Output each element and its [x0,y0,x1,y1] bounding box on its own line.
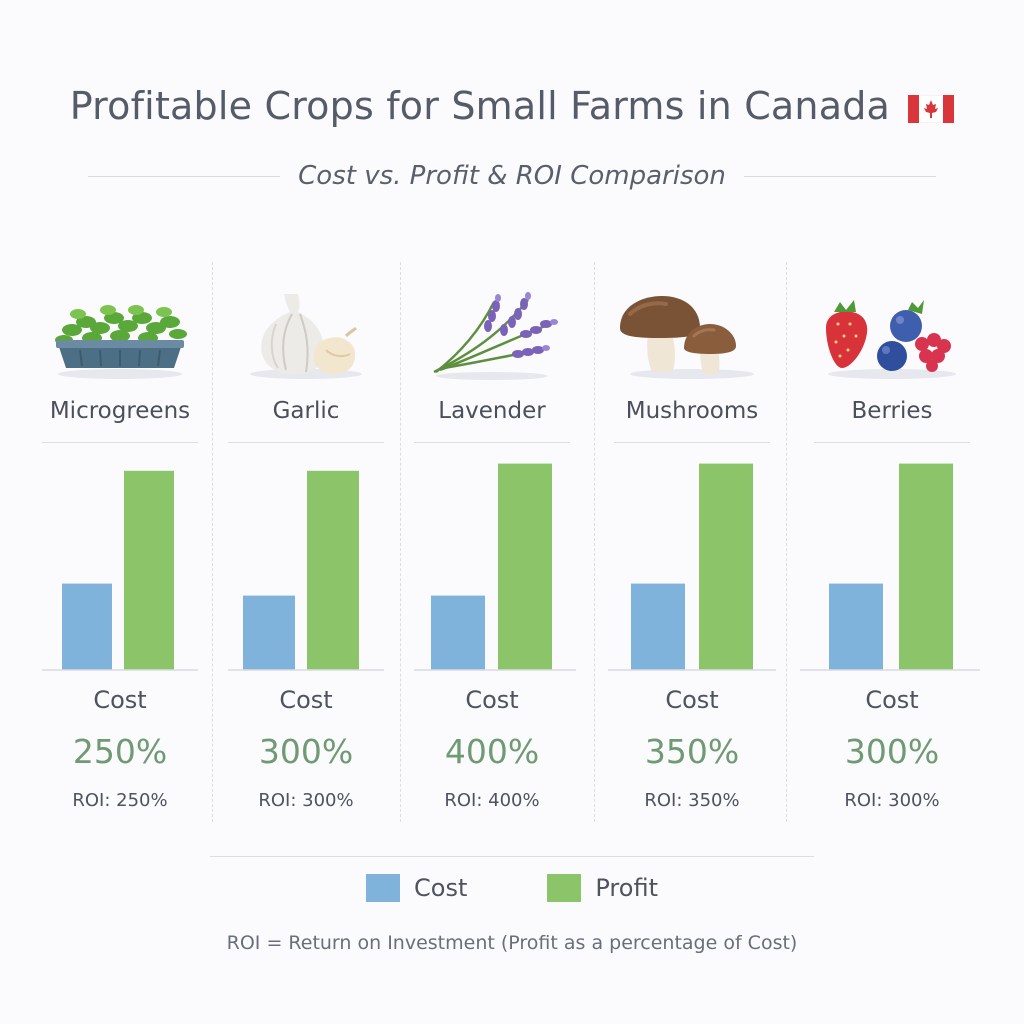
bar-caption: Cost [93,686,147,714]
crop-column-garlic: Garlic Cost 300% ROI: 300% [214,270,398,830]
subtitle-row: Cost vs. Profit & ROI Comparison [88,156,937,196]
chart-subtitle: Cost vs. Profit & ROI Comparison [298,161,726,191]
roi-label: ROI: 250% [72,790,168,811]
mushrooms-icon [620,296,754,379]
garlic-icon [250,294,362,379]
crop-column-lavender: Lavender Cost 400% ROI: 400% [400,270,584,830]
crop-name: Lavender [438,398,546,424]
bar-caption: Cost [465,686,519,714]
roi-value: 250% [72,732,168,771]
chart-title-text: Profitable Crops for Small Farms in Cana… [69,84,890,128]
footnote: ROI = Return on Investment (Profit as a … [226,932,798,954]
bar-cost-berries [829,583,883,670]
bar-caption: Cost [279,686,333,714]
crop-name: Garlic [272,398,340,424]
bar-plot-mushrooms [608,463,776,671]
bar-profit-berries [899,463,953,670]
column-divider [594,262,595,822]
bar-cost-garlic [243,595,295,670]
canada-flag-icon [908,94,955,123]
legend: Cost Profit [0,874,1024,902]
bar-cost-mushrooms [631,583,685,670]
lavender-icon [433,292,558,380]
roi-label: ROI: 400% [444,790,540,811]
roi-label: ROI: 300% [258,790,354,811]
legend-item-profit: Profit [547,874,658,902]
bar-plot-microgreens [42,470,198,671]
bar-caption: Cost [865,686,919,714]
bar-profit-lavender [498,463,552,670]
crop-name: Microgreens [49,398,191,424]
column-divider [400,262,401,822]
roi-value: 300% [258,732,354,771]
legend-label: Cost [414,874,468,902]
bar-profit-garlic [307,470,359,670]
roi-value: 400% [444,732,540,771]
legend-swatch-profit [547,874,582,902]
roi-label: ROI: 350% [644,790,740,811]
berries-icon [826,300,956,379]
name-rule [42,442,198,443]
bar-plot-berries [800,463,980,671]
microgreens-icon [55,305,187,379]
roi-value: 350% [644,732,740,771]
crop-name: Mushrooms [625,398,759,424]
roi-label: ROI: 300% [844,790,940,811]
bar-profit-mushrooms [699,463,753,670]
roi-value: 300% [844,732,940,771]
column-divider [786,262,787,822]
bar-cost-lavender [431,595,485,670]
name-rule [614,442,770,443]
name-rule [414,442,570,443]
subtitle-rule-left [88,175,281,177]
crop-name: Berries [851,398,933,424]
crop-column-berries: Berries Cost 300% ROI: 300% [800,270,984,830]
bar-profit-microgreens [124,470,174,670]
legend-label: Profit [595,874,658,902]
legend-item-cost: Cost [366,874,467,902]
name-rule [814,442,970,443]
crop-column-microgreens: Microgreens Cost 250% ROI: 250% [28,270,212,830]
crop-column-mushrooms: Mushrooms Cost 350% ROI: 350% [600,270,784,830]
chart-title: Profitable Crops for Small Farms in Cana… [0,84,1024,128]
bar-caption: Cost [665,686,719,714]
bar-plot-lavender [414,463,576,671]
bar-plot-garlic [228,470,384,671]
name-rule [228,442,384,443]
legend-rule [210,856,814,857]
subtitle-rule-right [743,175,937,177]
bar-cost-microgreens [62,583,112,670]
legend-swatch-cost [366,874,401,902]
column-divider [212,262,213,822]
